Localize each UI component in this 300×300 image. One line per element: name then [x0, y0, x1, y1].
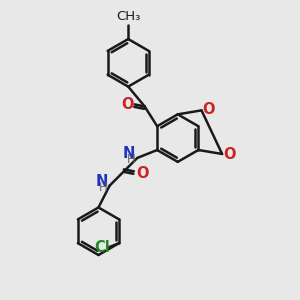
- Text: O: O: [122, 97, 134, 112]
- Text: N: N: [95, 174, 108, 189]
- Text: H: H: [99, 181, 108, 194]
- Text: H: H: [127, 153, 135, 167]
- Text: O: O: [136, 166, 148, 181]
- Text: N: N: [123, 146, 135, 161]
- Text: O: O: [202, 102, 215, 117]
- Text: CH₃: CH₃: [116, 10, 140, 23]
- Text: Cl: Cl: [94, 240, 110, 255]
- Text: O: O: [223, 148, 235, 163]
